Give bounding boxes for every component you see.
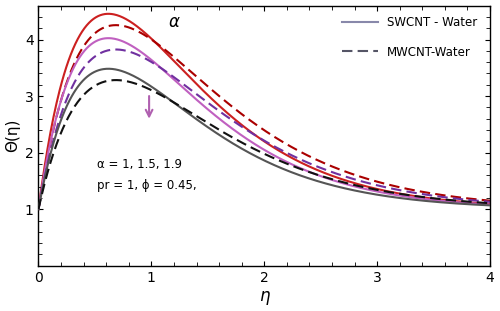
Text: α = 1, 1.5, 1.9: α = 1, 1.5, 1.9 bbox=[97, 159, 182, 171]
Legend: SWCNT - Water, MWCNT-Water: SWCNT - Water, MWCNT-Water bbox=[338, 12, 482, 64]
Y-axis label: Θ(η): Θ(η) bbox=[6, 119, 20, 152]
Text: α: α bbox=[168, 13, 179, 31]
Text: pr = 1, ϕ = 0.45,: pr = 1, ϕ = 0.45, bbox=[97, 179, 197, 193]
X-axis label: η: η bbox=[259, 287, 270, 305]
